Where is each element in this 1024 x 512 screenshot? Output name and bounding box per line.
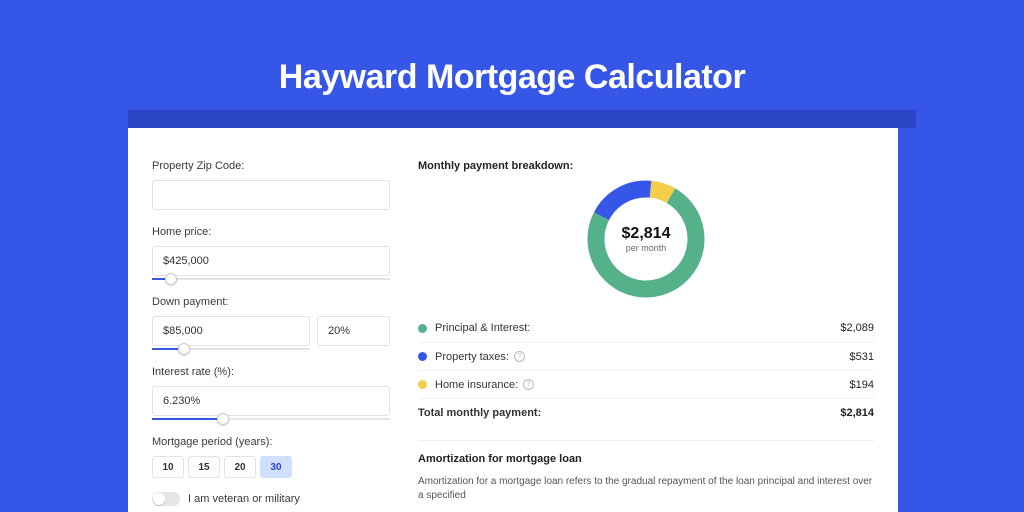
veteran-toggle[interactable] bbox=[152, 492, 180, 506]
info-icon[interactable]: ? bbox=[514, 351, 525, 362]
breakdown-item-value: $531 bbox=[850, 351, 874, 363]
home-price-label: Home price: bbox=[152, 226, 410, 238]
interest-rate-input[interactable] bbox=[152, 386, 390, 416]
donut-amount: $2,814 bbox=[622, 225, 671, 243]
zip-field: Property Zip Code: bbox=[152, 160, 410, 210]
period-button-15[interactable]: 15 bbox=[188, 456, 220, 478]
page-background: Hayward Mortgage Calculator Property Zip… bbox=[0, 0, 1024, 512]
breakdown-title: Monthly payment breakdown: bbox=[418, 160, 874, 172]
breakdown-row: Property taxes:? $531 bbox=[418, 342, 874, 370]
period-button-30[interactable]: 30 bbox=[260, 456, 292, 478]
period-field: Mortgage period (years): 10152030 bbox=[152, 436, 410, 478]
down-payment-slider[interactable] bbox=[152, 348, 310, 350]
total-value: $2,814 bbox=[840, 407, 874, 419]
amortization-text: Amortization for a mortgage loan refers … bbox=[418, 475, 874, 502]
donut-container: $2,814 per month bbox=[418, 178, 874, 300]
toggle-knob bbox=[153, 493, 165, 505]
legend-dot bbox=[418, 380, 427, 389]
breakdown-item-value: $2,089 bbox=[840, 322, 874, 334]
amortization-title: Amortization for mortgage loan bbox=[418, 453, 874, 465]
veteran-label: I am veteran or military bbox=[188, 493, 300, 505]
breakdown-row: Home insurance:? $194 bbox=[418, 370, 874, 398]
interest-rate-field: Interest rate (%): bbox=[152, 366, 410, 420]
breakdown-total-row: Total monthly payment: $2,814 bbox=[418, 398, 874, 426]
inputs-panel: Property Zip Code: Home price: Down paym… bbox=[128, 128, 410, 512]
zip-input[interactable] bbox=[152, 180, 390, 210]
legend-dot bbox=[418, 324, 427, 333]
breakdown-item-label: Principal & Interest: bbox=[435, 322, 530, 334]
donut-sub: per month bbox=[626, 243, 667, 253]
slider-thumb[interactable] bbox=[165, 273, 177, 285]
veteran-toggle-row: I am veteran or military bbox=[152, 492, 410, 506]
card-shadow bbox=[128, 110, 916, 128]
down-payment-label: Down payment: bbox=[152, 296, 410, 308]
legend-dot bbox=[418, 352, 427, 361]
amortization-section: Amortization for mortgage loan Amortizat… bbox=[418, 440, 874, 502]
slider-thumb[interactable] bbox=[217, 413, 229, 425]
info-icon[interactable]: ? bbox=[523, 379, 534, 390]
breakdown-item-label: Property taxes: bbox=[435, 351, 509, 363]
breakdown-panel: Monthly payment breakdown: $2,814 per mo… bbox=[410, 128, 898, 512]
period-label: Mortgage period (years): bbox=[152, 436, 410, 448]
page-title: Hayward Mortgage Calculator bbox=[0, 0, 1024, 97]
home-price-slider[interactable] bbox=[152, 278, 390, 280]
period-button-10[interactable]: 10 bbox=[152, 456, 184, 478]
donut-center: $2,814 per month bbox=[585, 178, 707, 300]
down-payment-input[interactable] bbox=[152, 316, 310, 346]
breakdown-item-label: Home insurance: bbox=[435, 379, 518, 391]
down-payment-field: Down payment: bbox=[152, 296, 410, 350]
interest-rate-slider[interactable] bbox=[152, 418, 390, 420]
interest-rate-label: Interest rate (%): bbox=[152, 366, 410, 378]
payment-donut-chart: $2,814 per month bbox=[585, 178, 707, 300]
calculator-card: Property Zip Code: Home price: Down paym… bbox=[128, 128, 898, 512]
home-price-input[interactable] bbox=[152, 246, 390, 276]
period-button-20[interactable]: 20 bbox=[224, 456, 256, 478]
breakdown-row: Principal & Interest: $2,089 bbox=[418, 314, 874, 342]
down-payment-pct-input[interactable] bbox=[317, 316, 390, 346]
zip-label: Property Zip Code: bbox=[152, 160, 410, 172]
slider-thumb[interactable] bbox=[178, 343, 190, 355]
breakdown-item-value: $194 bbox=[850, 379, 874, 391]
total-label: Total monthly payment: bbox=[418, 407, 541, 419]
home-price-field: Home price: bbox=[152, 226, 410, 280]
